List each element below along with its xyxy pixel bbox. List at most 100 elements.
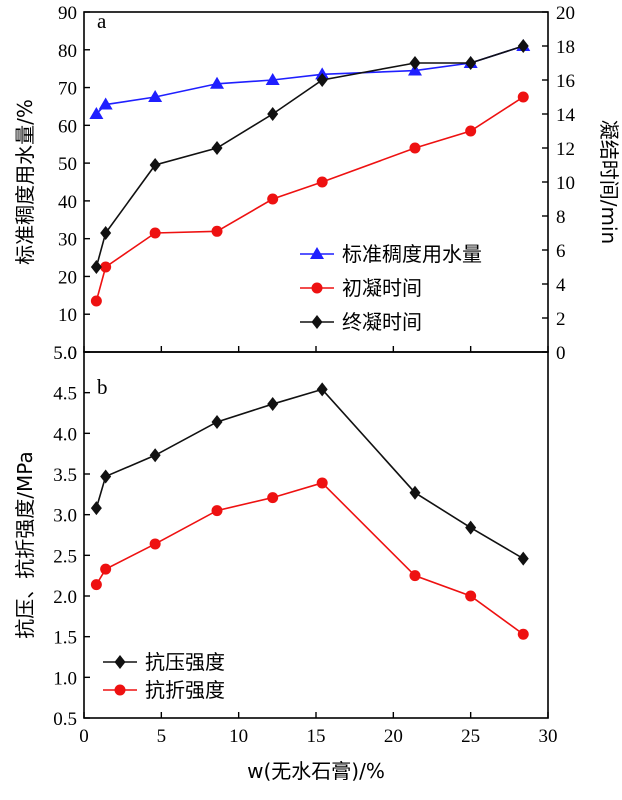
panel-b-x-tick-label: 5 [157, 726, 167, 747]
panel-a-y-tick-label: 0 [68, 343, 78, 364]
panel-b-x-tick-label: 10 [229, 726, 248, 747]
panel-b-series-0-point [211, 414, 223, 429]
panel-a-series-0-point [148, 90, 163, 102]
panel-a-y2-tick-label: 14 [556, 105, 576, 126]
panel-a-series-0-point [265, 73, 280, 85]
panel-b-series-1-point [409, 570, 421, 582]
panel-b-series-1-point [149, 538, 161, 550]
panel-a-series-2-point [267, 107, 279, 121]
panel-a-series-1-point [316, 176, 328, 188]
panel-b-series-0-point [267, 397, 279, 412]
panel-b-y-tick-label: 0.5 [53, 709, 77, 730]
panel-a-y-tick-label: 10 [58, 305, 77, 326]
panel-a-chart: a 标准稠度用水量/% 凝结时间/min 0102030405060708090… [13, 3, 621, 364]
panel-b-y-tick-label: 1.0 [53, 668, 77, 689]
panel-a-y2-tick-label: 20 [556, 3, 575, 24]
panel-b-series-1-point [517, 628, 529, 640]
panel-a-legend-label-1: 初凝时间 [342, 276, 422, 300]
panel-a-series-1-point [267, 193, 279, 205]
panel-b-legend-marker-0 [114, 655, 126, 669]
panel-b-x-tick-label: 30 [539, 726, 558, 747]
panel-a-y2-tick-label: 8 [556, 207, 566, 228]
panel-a-y2-tick-label: 6 [556, 241, 566, 262]
panel-b-series-0-line [95, 388, 524, 560]
panel-a-series-1-line [95, 96, 524, 302]
panel-b-x-tick-label: 15 [307, 726, 326, 747]
panel-a-y-tick-label: 80 [58, 41, 77, 62]
panel-a-y2-tick-label: 18 [556, 37, 575, 58]
panel-a-y-tick-label: 60 [58, 116, 77, 137]
panel-a-series-0-line [95, 45, 524, 115]
panel-b-series-0-point [90, 501, 102, 516]
panel-b-x-axis-label: w(无水石膏)/% [247, 759, 385, 783]
panel-a-label: a [97, 9, 107, 33]
panel-a-series-2-point [100, 226, 112, 240]
panel-b-y-tick-label: 1.5 [53, 628, 77, 649]
panel-b-series-0-point [100, 469, 112, 484]
panel-b-y-axis-label: 抗压、抗折强度/MPa [13, 451, 37, 638]
panel-b-series-0-point [465, 520, 477, 535]
panel-b-y-tick-label: 2.0 [53, 587, 77, 608]
panel-a-legend-marker-2 [311, 315, 323, 329]
panel-a-series-2-point [517, 39, 529, 53]
panel-a-legend-marker-1 [311, 282, 323, 294]
panel-a-legend-marker-0 [310, 247, 324, 259]
panel-a-series-1-point [409, 142, 421, 154]
panel-a-plot-frame [83, 11, 549, 353]
panel-a-y-tick-label: 50 [58, 154, 77, 175]
panel-a-series-2-point [90, 260, 102, 274]
panel-b-legend-marker-1 [114, 684, 126, 696]
panel-a-y2-tick-label: 2 [556, 309, 566, 330]
panel-b-series-1-point [211, 505, 223, 517]
panel-a-y-tick-label: 30 [58, 230, 77, 251]
panel-b-y-tick-label: 4.5 [53, 384, 77, 405]
panel-a-y2-tick-label: 10 [556, 173, 575, 194]
panel-b-chart: b 抗压、抗折强度/MPa w(无水石膏)/% 0.5 1.0 1.5 2.0 2.5 3… [13, 343, 558, 783]
panel-b-legend-label-1: 抗折强度 [145, 678, 225, 702]
panel-a-y2-tick-label: 4 [556, 275, 566, 296]
panel-b-series-1-point [465, 590, 477, 602]
panel-b-x-tick-label: 20 [384, 726, 403, 747]
panel-a-legend-label-0: 标准稠度用水量 [342, 242, 482, 266]
panel-b-y-tick-label: 3.0 [53, 506, 77, 527]
panel-a-series-0-point [210, 76, 225, 89]
panel-b-series-1-point [100, 563, 112, 575]
panel-b-y-tick-label: 5.0 [53, 343, 77, 364]
panel-b-series-0-point [409, 485, 421, 500]
panel-a-y-tick-label: 90 [58, 3, 77, 24]
panel-a-series-2-point [149, 158, 161, 172]
panel-a-series-2-point [211, 141, 223, 155]
panel-a-y-tick-label: 70 [58, 79, 77, 100]
panel-a-y2-tick-label: 16 [556, 71, 575, 92]
panel-b-label: b [97, 375, 108, 399]
panel-a-series-0-point [98, 97, 113, 110]
panel-a-y2-axis-label: 凝结时间/min [597, 120, 621, 244]
panel-a-y-tick-label: 20 [58, 267, 77, 288]
panel-a-y-tick-label: 40 [58, 192, 77, 213]
panel-a-y2-tick-label: 0 [556, 343, 566, 364]
panel-a-series-1-point [100, 261, 112, 273]
panel-a-legend-label-2: 终凝时间 [342, 310, 422, 334]
panel-a-y-axis-label: 标准稠度用水量/% [13, 99, 37, 265]
panel-a-series-1-point [149, 227, 161, 239]
panel-a-series-1-point [465, 125, 477, 137]
panel-a-series-0-point [89, 107, 104, 119]
panel-a-series-1-point [211, 225, 223, 237]
panel-b-y-tick-label: 2.5 [53, 546, 77, 567]
panel-b-series-1-line [95, 482, 524, 635]
panel-b-series-1-point [316, 477, 328, 489]
panel-a-series-1-point [517, 91, 529, 103]
panel-b-x-tick-label: 0 [79, 726, 89, 747]
panel-b-legend-label-0: 抗压强度 [145, 650, 225, 674]
panel-a-series-1-point [90, 295, 102, 307]
panel-b-series-0-point [316, 382, 328, 397]
panel-a-y2-tick-label: 12 [556, 139, 575, 160]
panel-b-series-1-point [267, 492, 279, 504]
panel-b-series-0-point [149, 448, 161, 463]
panel-b-y-tick-label: 3.5 [53, 465, 77, 486]
panel-b-series-0-point [517, 551, 529, 566]
panel-b-x-tick-label: 25 [461, 726, 480, 747]
